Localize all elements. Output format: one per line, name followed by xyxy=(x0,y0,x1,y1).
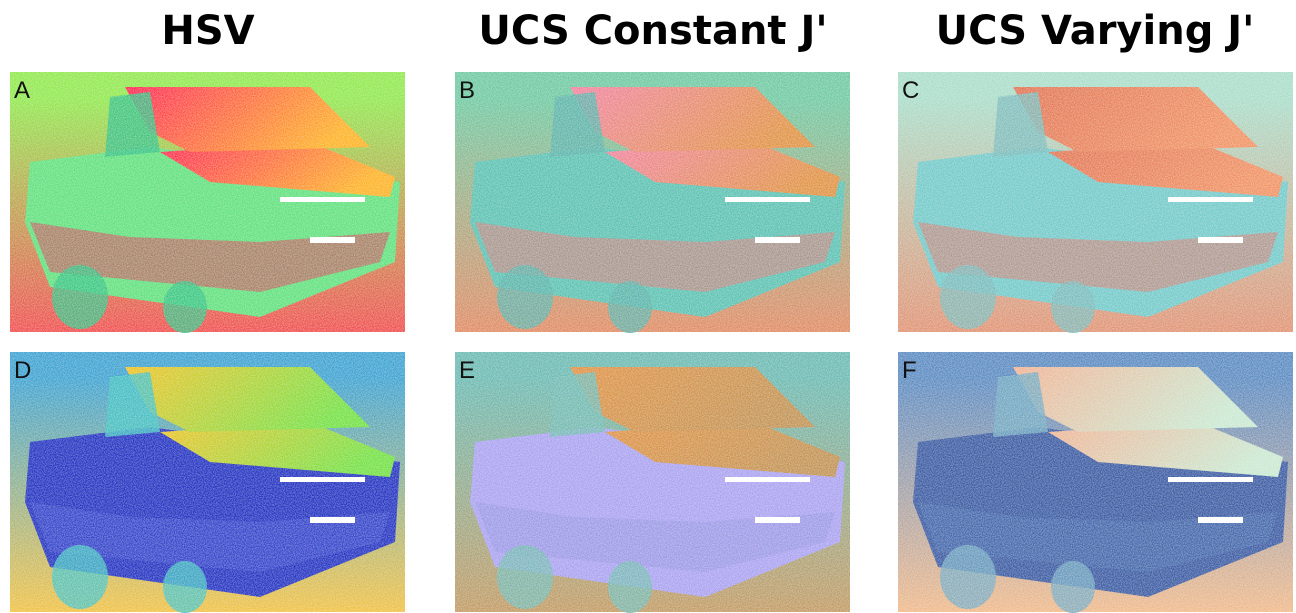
panel-label: D xyxy=(14,357,31,384)
column-title: HSV xyxy=(161,8,254,54)
noise xyxy=(455,72,850,332)
noise xyxy=(898,352,1293,612)
image-panel: D xyxy=(10,352,405,613)
noise xyxy=(10,72,405,332)
image-panel: E xyxy=(455,352,850,613)
panel-label: A xyxy=(14,77,30,104)
noise xyxy=(10,352,405,612)
panel-label: C xyxy=(902,77,919,104)
noise xyxy=(898,72,1293,332)
image-panel: B xyxy=(455,72,850,333)
image-panel: F xyxy=(898,352,1293,613)
image-panel: C xyxy=(898,72,1293,333)
panel-label: F xyxy=(902,357,917,384)
image-panel: A xyxy=(10,72,405,333)
column-title: UCS Varying J' xyxy=(936,8,1255,54)
panel-label: B xyxy=(459,77,475,104)
figure: HSV UCS Constant J' UCS Varying J' A B C D E F xyxy=(0,0,1296,613)
panel-label: E xyxy=(459,357,475,384)
noise xyxy=(455,352,850,612)
column-title: UCS Constant J' xyxy=(478,8,827,54)
